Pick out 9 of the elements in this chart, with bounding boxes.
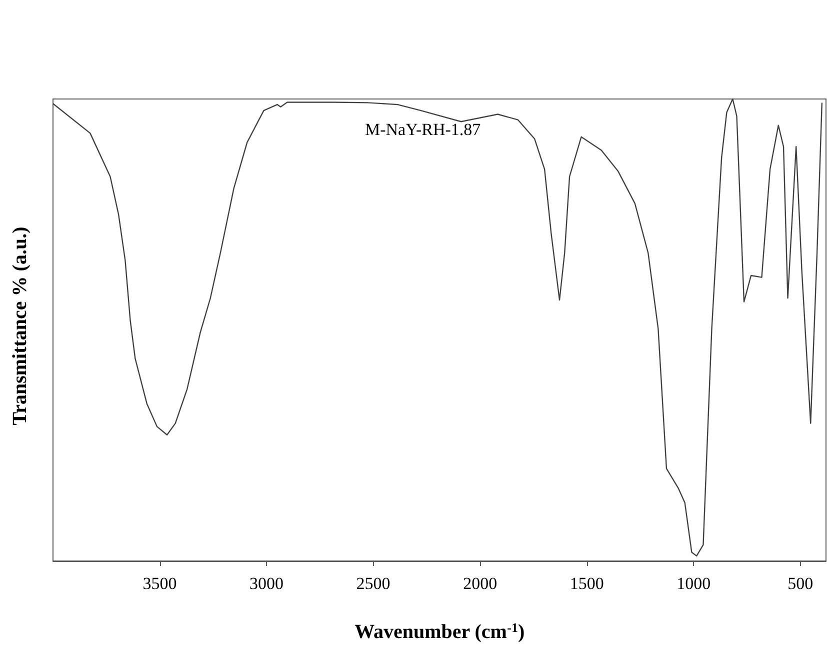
x-tick-label: 500 — [788, 574, 814, 593]
x-tick-label: 2000 — [463, 574, 498, 593]
x-tick-label: 3500 — [142, 574, 177, 593]
x-tick-label: 2500 — [356, 574, 390, 593]
x-tick-label: 1000 — [676, 574, 711, 593]
annotation: M-NaY-RH-1.87 — [365, 120, 482, 139]
x-tick-label: 1500 — [570, 574, 604, 593]
x-tick-label: 3000 — [250, 574, 284, 593]
y-axis-title: Transmittance % (a.u.) — [9, 226, 31, 426]
